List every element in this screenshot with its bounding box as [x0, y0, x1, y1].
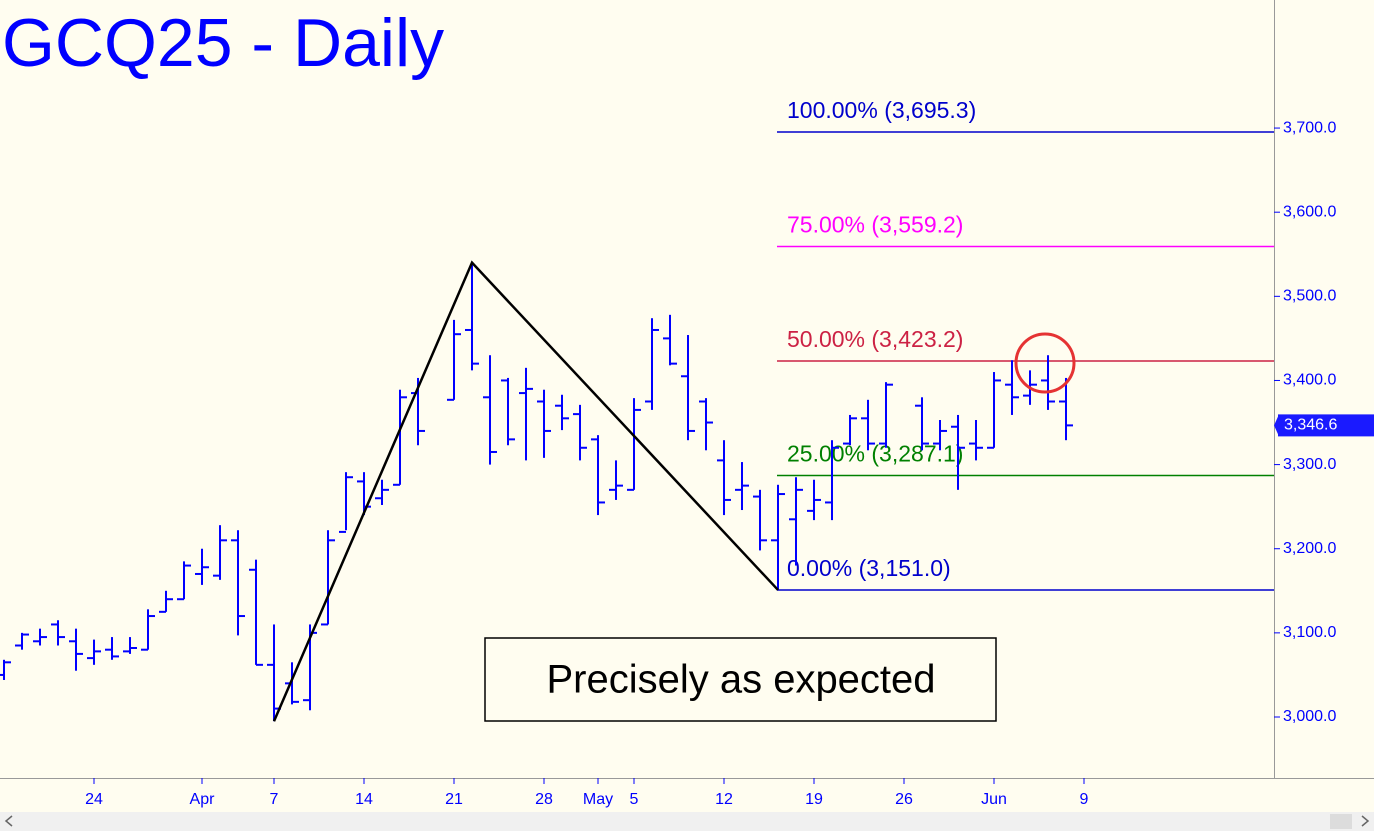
fib-label: 50.00% (3,423.2)	[787, 326, 963, 352]
x-tick-label: 26	[895, 791, 913, 808]
x-tick-label: 7	[270, 791, 279, 808]
x-tick-label: 21	[445, 791, 463, 808]
fib-label: 100.00% (3,695.3)	[787, 97, 976, 123]
y-tick-label: 3,000.0	[1283, 708, 1336, 725]
x-tick-label: Jun	[981, 791, 1007, 808]
annotation-box	[484, 637, 997, 722]
y-tick-label: 3,500.0	[1283, 288, 1336, 305]
fib-label: 0.00% (3,151.0)	[787, 555, 951, 581]
highlight-circle	[1014, 332, 1076, 394]
x-tick-label: 24	[85, 791, 103, 808]
x-tick-label: 12	[715, 791, 733, 808]
x-tick-label: May	[583, 791, 613, 808]
scroll-left[interactable]	[4, 815, 13, 827]
y-tick-label: 3,300.0	[1283, 456, 1336, 473]
last-price-tag	[1278, 414, 1374, 437]
fib-label: 25.00% (3,287.1)	[787, 441, 963, 467]
x-tick-label: 28	[535, 791, 553, 808]
scroll-right[interactable]	[1361, 815, 1370, 827]
chart-title: GCQ25 - Daily	[2, 5, 444, 81]
x-tick-label: 19	[805, 791, 823, 808]
scrollbar[interactable]	[0, 812, 1374, 831]
fib-label: 75.00% (3,559.2)	[787, 212, 963, 238]
y-tick-label: 3,400.0	[1283, 372, 1336, 389]
y-tick-label: 3,700.0	[1283, 119, 1336, 136]
x-tick-label: Apr	[190, 791, 216, 808]
y-tick-label: 3,600.0	[1283, 203, 1336, 220]
last-price-label: 3,346.6	[1284, 417, 1337, 434]
scroll-thumb[interactable]	[1330, 814, 1352, 829]
x-tick-label: 5	[630, 791, 639, 808]
pattern-line	[272, 260, 779, 722]
annotation: Precisely as expected	[546, 658, 935, 702]
last-price-pointer	[1274, 414, 1279, 437]
x-tick-label: 14	[355, 791, 373, 808]
x-tick-label: 9	[1080, 791, 1089, 808]
y-tick-label: 3,100.0	[1283, 624, 1336, 641]
y-tick-label: 3,200.0	[1283, 540, 1336, 557]
